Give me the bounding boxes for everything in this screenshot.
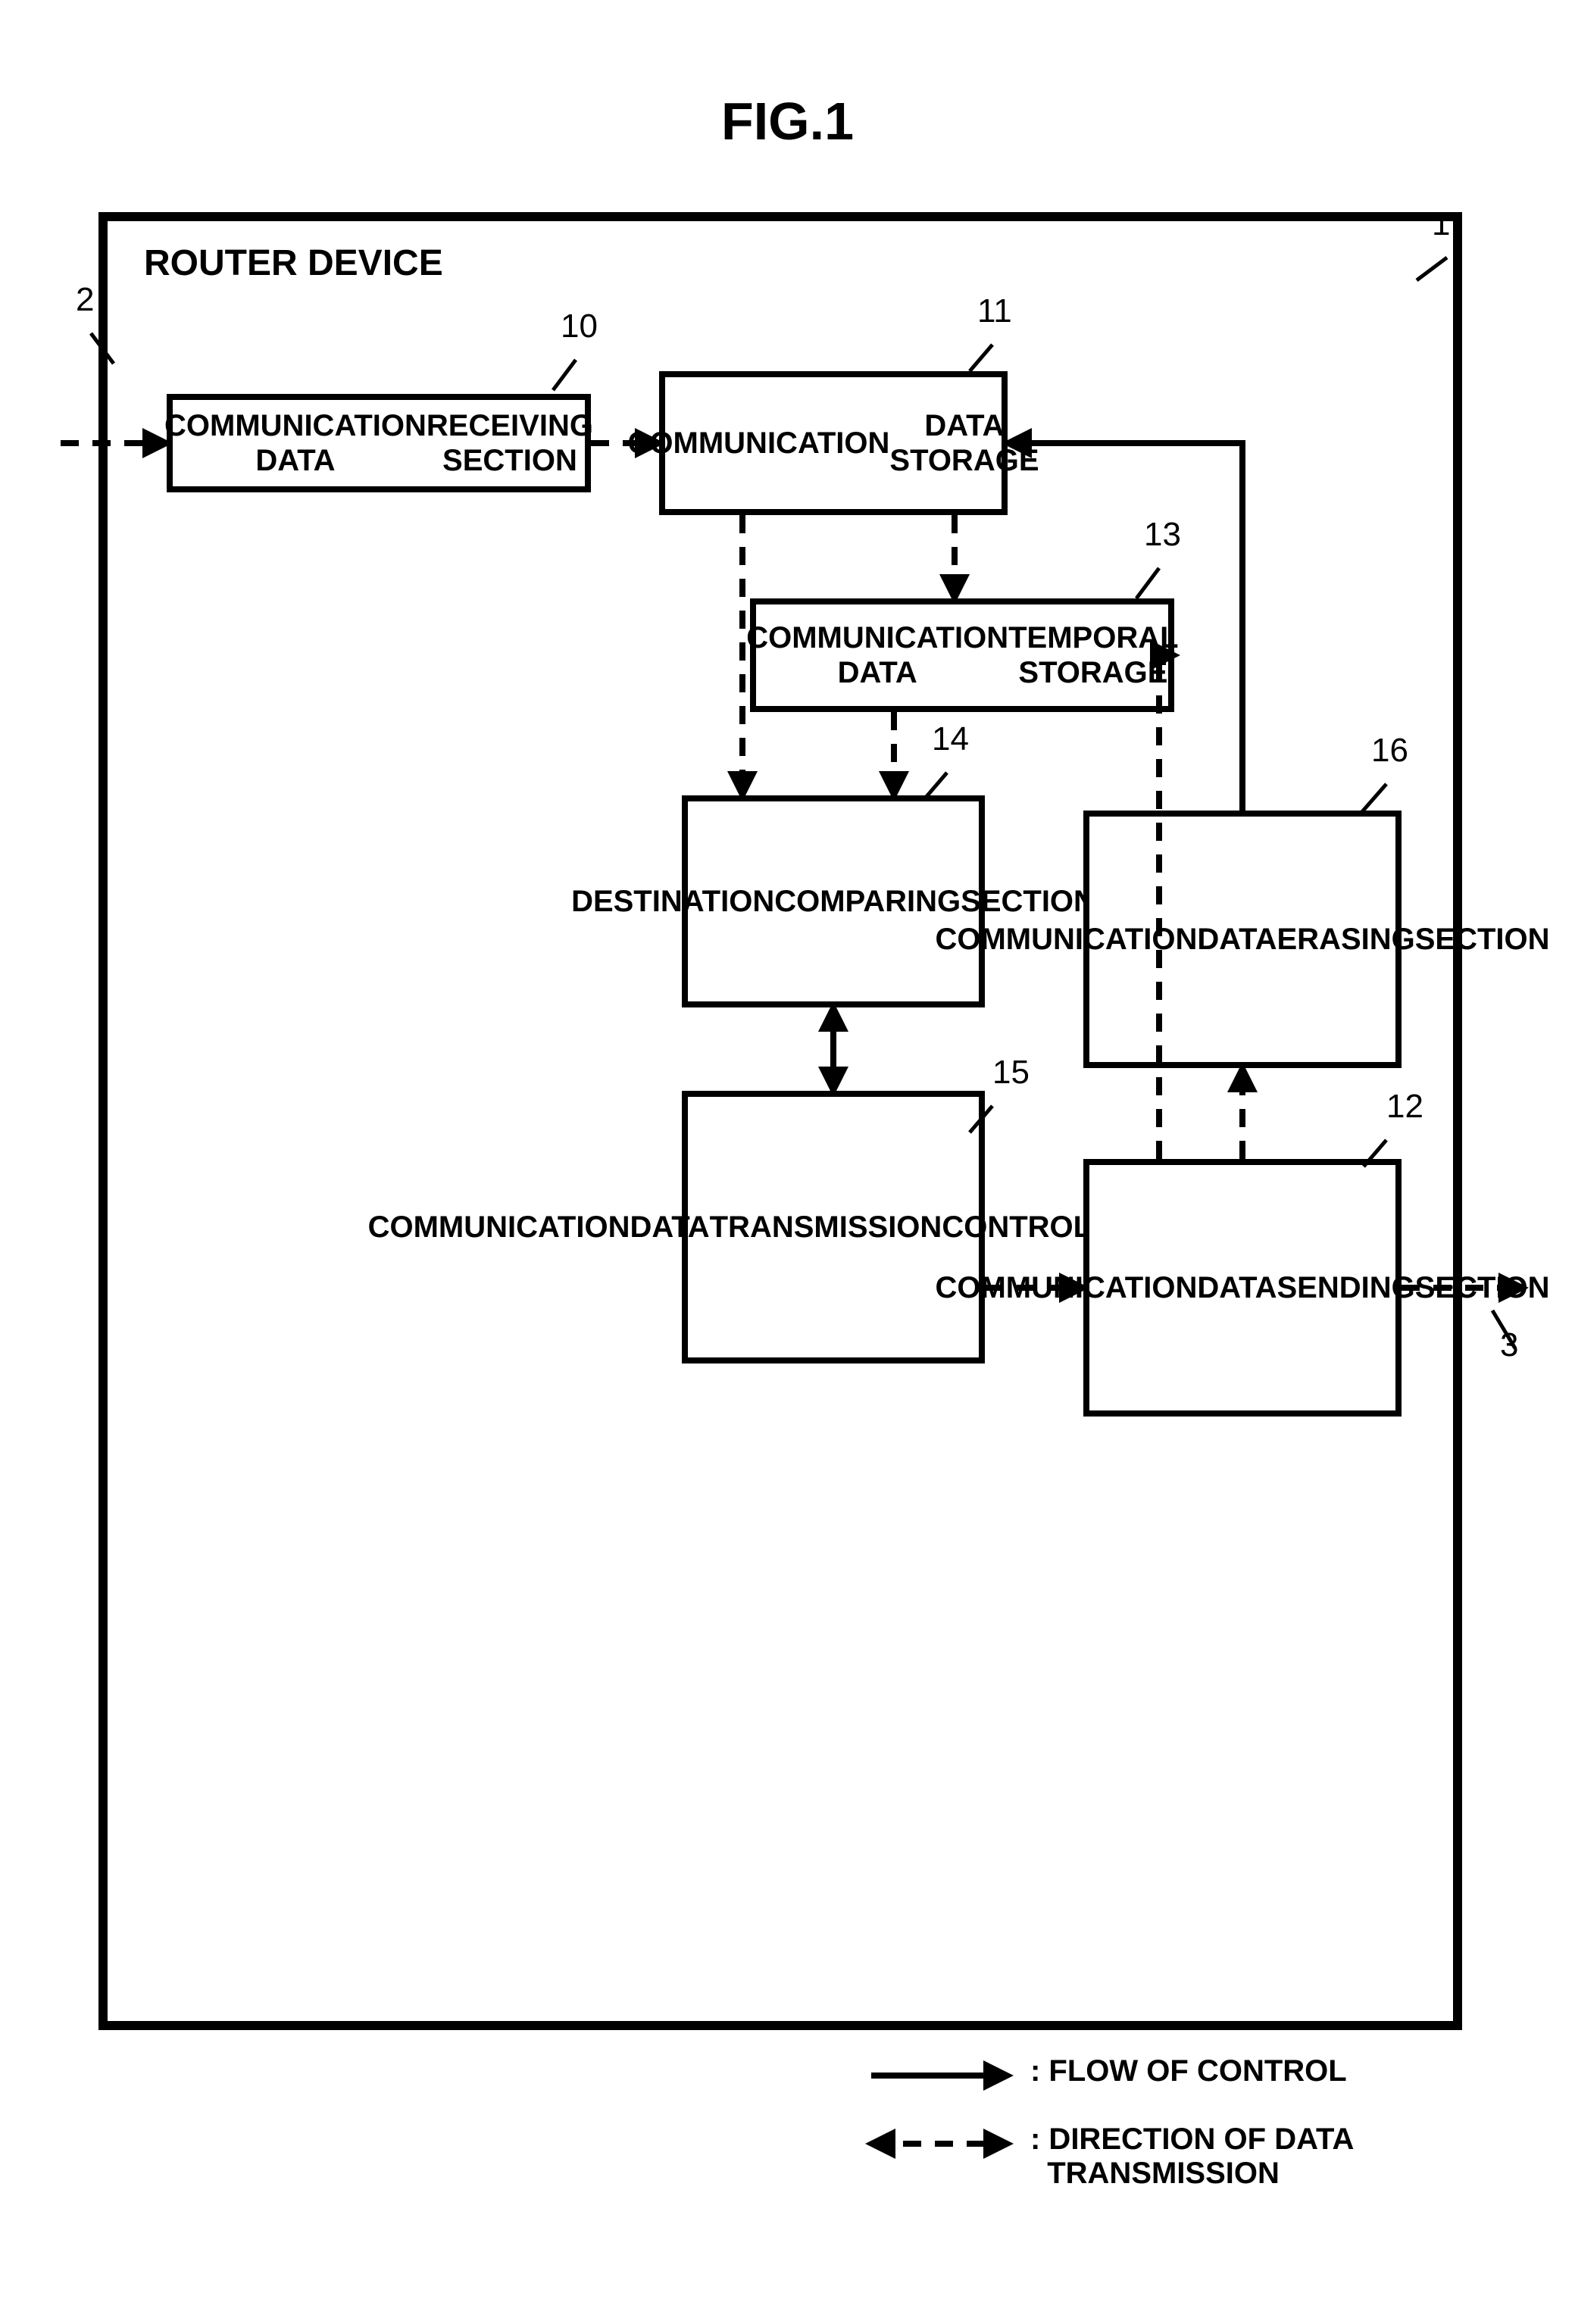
block-label-line: COMPARING xyxy=(774,884,961,919)
block-label-line: COMMUNICATION xyxy=(935,922,1197,957)
block-label-line: COMMUNICATION DATA xyxy=(164,408,427,478)
block-data-storage: COMMUNICATIONDATA STORAGE xyxy=(659,371,1008,515)
block-label-line: ERASING xyxy=(1277,922,1415,957)
block-label-line: COMMUNICATION xyxy=(628,426,890,461)
block-transmission-controlling: COMMUNICATIONDATATRANSMISSIONCONTROLLING… xyxy=(682,1091,985,1363)
block-label-line: SECTION xyxy=(1415,922,1550,957)
block-label-line: COMMUNICATION DATA xyxy=(746,620,1008,690)
legend-data: : DIRECTION OF DATA TRANSMISSION xyxy=(1030,2123,1354,2191)
svg-text:2: 2 xyxy=(76,281,94,318)
block-label-line: COMMUNICATION xyxy=(368,1210,630,1245)
block-receiving-section: COMMUNICATION DATARECEIVING SECTION xyxy=(167,394,591,492)
router-device-title: ROUTER DEVICE xyxy=(144,242,443,284)
block-label-line: DESTINATION xyxy=(571,884,774,919)
block-label-line: RECEIVING SECTION xyxy=(427,408,593,478)
block-destination-comparing: DESTINATIONCOMPARINGSECTION xyxy=(682,795,985,1007)
block-label-line: TEMPORAL STORAGE xyxy=(1008,620,1178,690)
svg-text:3: 3 xyxy=(1500,1326,1518,1363)
block-label-line: DATA xyxy=(1197,922,1277,957)
block-label-line: SECTION xyxy=(1415,1270,1550,1305)
block-label-line: DATA xyxy=(1197,1270,1277,1305)
block-label-line: SENDING xyxy=(1277,1270,1415,1305)
block-label-line: DATA xyxy=(630,1210,709,1245)
page: FIG.1 ROUTER DEVICE COMMUNICATION DATARE… xyxy=(0,0,1575,2324)
figure-title: FIG.1 xyxy=(0,91,1575,151)
block-temporal-storage: COMMUNICATION DATATEMPORAL STORAGE xyxy=(750,598,1174,712)
block-label-line: COMMUNICATION xyxy=(935,1270,1197,1305)
block-erasing-section: COMMUNICATIONDATAERASINGSECTION xyxy=(1083,811,1402,1068)
block-label-line: TRANSMISSION xyxy=(710,1210,942,1245)
block-label-line: DATA STORAGE xyxy=(889,408,1039,478)
block-label-line: SECTION xyxy=(961,884,1095,919)
block-sending-section: COMMUNICATIONDATASENDINGSECTION xyxy=(1083,1159,1402,1417)
legend-control: : FLOW OF CONTROL xyxy=(1030,2054,1347,2088)
